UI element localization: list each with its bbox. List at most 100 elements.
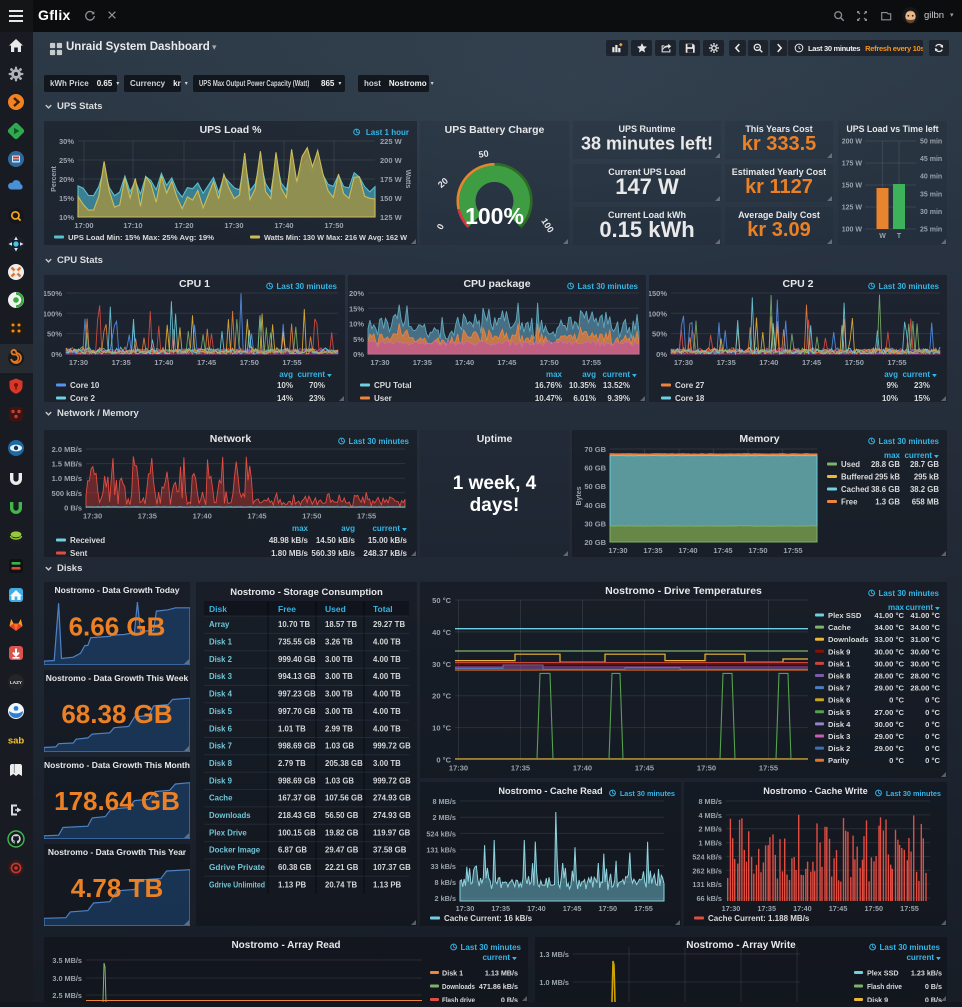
svg-text:17:55: 17:55: [900, 904, 919, 913]
svg-text:avg: avg: [279, 370, 293, 379]
svg-text:30.00 °C: 30.00 °C: [874, 720, 904, 729]
svg-text:10%: 10%: [349, 320, 364, 329]
svg-text:997.70 GB: 997.70 GB: [278, 707, 316, 716]
svg-text:33.00 °C: 33.00 °C: [874, 635, 904, 644]
svg-text:Disk 3: Disk 3: [828, 732, 850, 741]
svg-text:17:40: 17:40: [759, 358, 778, 367]
svg-text:5%: 5%: [353, 335, 364, 344]
svg-text:Gdrive Private: Gdrive Private: [209, 863, 266, 872]
svg-text:999.40 GB: 999.40 GB: [278, 655, 316, 664]
svg-text:Last 30 minutes: Last 30 minutes: [886, 789, 941, 798]
svg-text:Disk 1: Disk 1: [828, 659, 851, 668]
svg-text:107.56 GB: 107.56 GB: [325, 794, 363, 803]
svg-text:471.86 kB/s: 471.86 kB/s: [479, 982, 518, 991]
svg-text:23%: 23%: [914, 381, 930, 390]
svg-text:17:30: 17:30: [456, 904, 475, 913]
svg-text:3.26 TB: 3.26 TB: [325, 638, 353, 647]
svg-text:15.00 kB/s: 15.00 kB/s: [368, 536, 408, 545]
svg-text:Sent: Sent: [70, 549, 88, 557]
svg-text:sab: sab: [8, 736, 25, 747]
svg-text:150 W: 150 W: [842, 183, 863, 190]
svg-text:Free: Free: [841, 498, 858, 507]
svg-text:40 min: 40 min: [920, 174, 942, 181]
svg-text:Nostromo - Data Growth Today: Nostromo - Data Growth Today: [55, 585, 180, 595]
svg-text:3.00 TB: 3.00 TB: [373, 759, 401, 768]
svg-text:0%: 0%: [51, 350, 62, 359]
svg-text:Disk 5: Disk 5: [828, 708, 851, 717]
svg-text:4.00 TB: 4.00 TB: [373, 707, 401, 716]
svg-text:LAZY: LAZY: [10, 680, 22, 685]
svg-text:0.15 kWh: 0.15 kWh: [599, 217, 694, 242]
svg-text:29.00 °C: 29.00 °C: [874, 684, 904, 693]
svg-text:0 B/s: 0 B/s: [501, 996, 518, 1003]
svg-text:1.13 PB: 1.13 PB: [278, 880, 307, 889]
svg-text:2.0 MB/s: 2.0 MB/s: [52, 445, 82, 454]
svg-text:1.13 PB: 1.13 PB: [373, 880, 402, 889]
svg-text:50%: 50%: [47, 330, 62, 339]
svg-text:Downloads: Downloads: [209, 811, 251, 820]
svg-text:14.50 kB/s: 14.50 kB/s: [316, 536, 356, 545]
svg-text:0 °C: 0 °C: [925, 756, 940, 765]
svg-text:max: max: [884, 451, 901, 460]
svg-text:kr 333.5: kr 333.5: [742, 133, 817, 155]
svg-text:UPS Runtime: UPS Runtime: [618, 124, 675, 134]
svg-text:1.03 GB: 1.03 GB: [325, 776, 354, 785]
svg-text:Network: Network: [210, 433, 252, 445]
svg-text:4.00 TB: 4.00 TB: [373, 655, 401, 664]
svg-text:30.00 °C: 30.00 °C: [874, 647, 904, 656]
svg-text:23%: 23%: [309, 394, 325, 402]
svg-text:50%: 50%: [652, 330, 667, 339]
svg-text:100%: 100%: [465, 203, 524, 229]
svg-text:Core 10: Core 10: [70, 381, 100, 390]
svg-text:Last 30 minutes: Last 30 minutes: [880, 943, 941, 952]
svg-text:295 kB: 295 kB: [914, 473, 940, 482]
svg-text:17:10: 17:10: [123, 221, 142, 230]
svg-text:Bytes: Bytes: [576, 486, 583, 505]
svg-text:56.50 GB: 56.50 GB: [325, 811, 359, 820]
svg-text:Nostromo - Storage Consumption: Nostromo - Storage Consumption: [230, 587, 383, 598]
svg-text:17:30: 17:30: [674, 358, 693, 367]
svg-text:999.72 GB: 999.72 GB: [373, 776, 411, 785]
svg-text:200 W: 200 W: [380, 156, 403, 165]
svg-text:17:30: 17:30: [608, 546, 627, 555]
svg-text:17:50: 17:50: [845, 358, 864, 367]
svg-text:3.00 TB: 3.00 TB: [325, 672, 353, 681]
svg-text:48.98 kB/s: 48.98 kB/s: [269, 536, 309, 545]
svg-text:17:35: 17:35: [112, 358, 131, 367]
svg-text:0: 0: [435, 222, 446, 231]
svg-text:Disk: Disk: [209, 604, 227, 614]
svg-text:13.52%: 13.52%: [603, 381, 630, 390]
svg-text:Nostromo - Data Growth This Mo: Nostromo - Data Growth This Month: [44, 760, 190, 770]
svg-text:28.00 °C: 28.00 °C: [874, 672, 904, 681]
svg-text:2.99 TB: 2.99 TB: [325, 724, 353, 733]
svg-text:Disk 9: Disk 9: [209, 776, 233, 785]
svg-text:Downloads: Downloads: [442, 982, 475, 991]
svg-text:200 W: 200 W: [842, 139, 863, 146]
svg-text:17:40: 17:40: [793, 904, 812, 913]
svg-text:17:45: 17:45: [802, 358, 821, 367]
svg-text:0%: 0%: [353, 350, 364, 359]
svg-text:17:50: 17:50: [598, 904, 617, 913]
svg-text:17:45: 17:45: [829, 904, 848, 913]
svg-text:Last 30 minutes: Last 30 minutes: [578, 282, 639, 291]
svg-text:8 MB/s: 8 MB/s: [698, 797, 722, 806]
svg-text:20: 20: [436, 176, 450, 190]
svg-text:Nostromo - Drive Temperatures: Nostromo - Drive Temperatures: [605, 585, 762, 597]
svg-text:6.66 GB: 6.66 GB: [69, 612, 166, 642]
svg-text:17:50: 17:50: [324, 221, 343, 230]
svg-text:14%: 14%: [277, 394, 293, 402]
svg-text:15%: 15%: [914, 394, 930, 402]
svg-text:38 minutes left!: 38 minutes left!: [581, 134, 713, 154]
svg-text:17:45: 17:45: [247, 512, 266, 521]
svg-text:34.00 °C: 34.00 °C: [910, 623, 940, 632]
svg-text:524 kB/s: 524 kB/s: [426, 829, 456, 838]
svg-text:Nostromo - Data Growth This We: Nostromo - Data Growth This Week: [46, 673, 189, 683]
svg-text:17:50: 17:50: [864, 904, 883, 913]
svg-text:60.38 GB: 60.38 GB: [278, 863, 312, 872]
svg-text:Last 30 minutes: Last 30 minutes: [277, 282, 338, 291]
svg-text:current: current: [905, 603, 933, 612]
svg-text:100 W: 100 W: [842, 227, 863, 234]
svg-text:Nostromo - Cache Write: Nostromo - Cache Write: [763, 786, 867, 796]
svg-text:17:50: 17:50: [540, 358, 559, 367]
svg-text:994.13 GB: 994.13 GB: [278, 672, 316, 681]
